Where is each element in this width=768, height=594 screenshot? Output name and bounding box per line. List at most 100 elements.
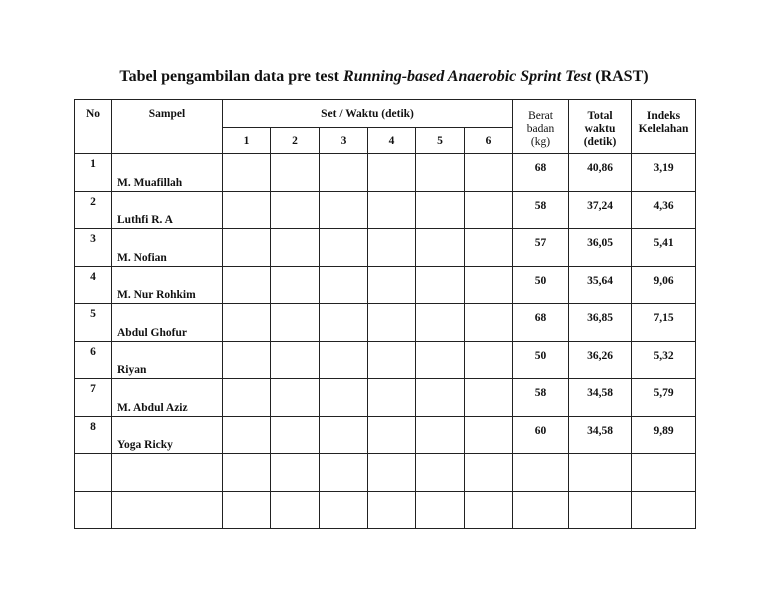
cell-set-5 (415, 340, 465, 379)
cell-set-2 (270, 265, 320, 304)
cell-total: 35,64 (568, 265, 633, 304)
cell-set-5 (415, 153, 465, 192)
header-berat-line: (kg) (530, 136, 551, 148)
cell-set-3 (319, 265, 368, 304)
cell-total: 37,24 (568, 190, 633, 229)
cell-set-4 (367, 453, 416, 492)
cell-set-5 (415, 415, 465, 454)
cell-sampel: M. Abdul Aziz (111, 378, 223, 417)
cell-berat: 57 (512, 228, 570, 267)
cell-set-1 (222, 303, 271, 342)
cell-set-4 (367, 490, 416, 529)
cell-set-1 (222, 378, 271, 417)
table-row: 6 Riyan 50 36,26 5,32 (74, 340, 697, 379)
cell-sampel: M. Nofian (111, 228, 223, 267)
cell-berat: 60 (512, 415, 570, 454)
cell-set-4 (367, 378, 416, 417)
cell-berat: 50 (512, 265, 570, 304)
table-row: 8 Yoga Ricky 60 34,58 9,89 (74, 415, 697, 454)
header-indeks-line: Indeks (646, 110, 681, 122)
cell-set-2 (270, 453, 320, 492)
cell-total: 36,26 (568, 340, 633, 379)
cell-set-5 (415, 265, 465, 304)
cell-set-1 (222, 228, 271, 267)
cell-total: 34,58 (568, 415, 633, 454)
cell-no: 5 (74, 303, 112, 342)
cell-total: 36,05 (568, 228, 633, 267)
title-suffix: (RAST) (591, 68, 649, 85)
cell-sampel (111, 490, 223, 529)
cell-sampel: M. Muafillah (111, 153, 223, 192)
cell-set-4 (367, 340, 416, 379)
cell-no: 6 (74, 340, 112, 379)
cell-set-5 (415, 190, 465, 229)
cell-set-2 (270, 303, 320, 342)
cell-sampel (111, 453, 223, 492)
cell-set-5 (415, 453, 465, 492)
cell-set-3 (319, 378, 368, 417)
cell-no (74, 453, 112, 492)
cell-indeks: 5,32 (631, 340, 697, 379)
cell-set-2 (270, 415, 320, 454)
header-no: No (74, 99, 112, 154)
cell-set-2 (270, 190, 320, 229)
header-indeks-kelelahan: Indeks Kelelahan (631, 99, 697, 154)
cell-set-3 (319, 153, 368, 192)
cell-sampel: M. Nur Rohkim (111, 265, 223, 304)
cell-indeks: 5,79 (631, 378, 697, 417)
cell-set-6 (463, 490, 514, 529)
header-set-5: 5 (415, 127, 465, 154)
cell-indeks: 4,36 (631, 190, 697, 229)
cell-no: 1 (74, 153, 112, 192)
cell-set-6 (463, 453, 514, 492)
header-total-line: Total (587, 110, 613, 122)
cell-no: 3 (74, 228, 112, 267)
cell-set-2 (270, 378, 320, 417)
cell-set-1 (222, 190, 271, 229)
document-title: Tabel pengambilan data pre test Running-… (0, 68, 768, 86)
cell-total: 34,58 (568, 378, 633, 417)
cell-set-4 (367, 265, 416, 304)
cell-no: 7 (74, 378, 112, 417)
cell-set-4 (367, 303, 416, 342)
header-total-waktu: Total waktu (detik) (568, 99, 633, 154)
table-row (74, 453, 697, 492)
cell-set-1 (222, 490, 271, 529)
title-text: Tabel pengambilan data pre test (119, 68, 344, 85)
cell-set-3 (319, 490, 368, 529)
table-row: 3 M. Nofian 57 36,05 5,41 (74, 228, 697, 267)
header-sampel: Sampel (111, 99, 223, 154)
cell-indeks: 3,19 (631, 153, 697, 192)
cell-sampel: Abdul Ghofur (111, 303, 223, 342)
cell-sampel: Riyan (111, 340, 223, 379)
header-set-2: 2 (270, 127, 320, 154)
table-row: 1 M. Muafillah 68 40,86 3,19 (74, 153, 697, 192)
table-row: 2 Luthfi R. A 58 37,24 4,36 (74, 190, 697, 229)
cell-indeks (631, 490, 697, 529)
cell-total: 40,86 (568, 153, 633, 192)
cell-set-5 (415, 303, 465, 342)
header-total-line: waktu (584, 123, 616, 135)
cell-set-2 (270, 340, 320, 379)
cell-set-5 (415, 228, 465, 267)
header-total-line: (detik) (583, 136, 617, 148)
table-row (74, 490, 697, 529)
rast-data-table: No Sampel Set / Waktu (detik) Berat bada… (74, 99, 697, 529)
cell-set-1 (222, 415, 271, 454)
cell-set-2 (270, 228, 320, 267)
cell-berat (512, 490, 570, 529)
cell-set-6 (463, 378, 514, 417)
cell-berat: 58 (512, 378, 570, 417)
cell-set-6 (463, 265, 514, 304)
header-set-1: 1 (222, 127, 271, 154)
cell-set-3 (319, 415, 368, 454)
cell-set-2 (270, 153, 320, 192)
cell-berat: 68 (512, 303, 570, 342)
header-set-4: 4 (367, 127, 416, 154)
cell-set-6 (463, 153, 514, 192)
cell-berat: 68 (512, 153, 570, 192)
cell-set-6 (463, 190, 514, 229)
table-row: 7 M. Abdul Aziz 58 34,58 5,79 (74, 378, 697, 417)
header-set-6: 6 (463, 127, 514, 154)
cell-no: 8 (74, 415, 112, 454)
